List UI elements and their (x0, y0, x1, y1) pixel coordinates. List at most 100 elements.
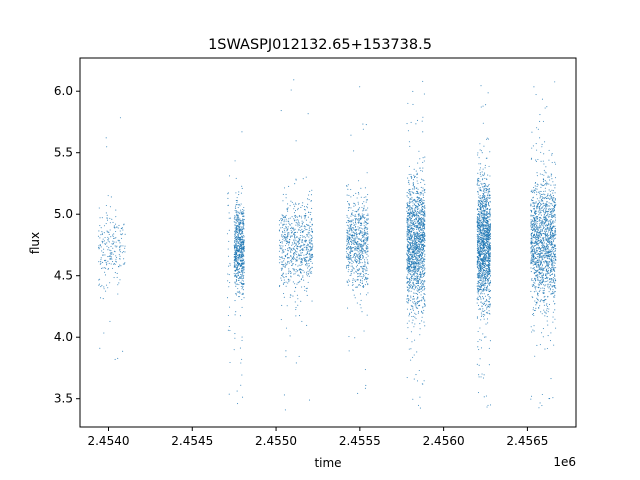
data-point (351, 213, 353, 215)
data-point (279, 258, 281, 261)
data-point (236, 283, 238, 285)
data-point (363, 214, 365, 216)
data-point (480, 251, 482, 253)
data-point (416, 250, 418, 252)
data-point (290, 230, 292, 232)
data-point (118, 282, 120, 284)
data-point (482, 272, 484, 274)
data-point (479, 204, 482, 207)
data-point (411, 249, 413, 251)
data-point (410, 194, 412, 196)
data-point (119, 258, 121, 260)
data-point (408, 226, 410, 229)
data-point (424, 303, 426, 305)
data-point (420, 242, 422, 244)
data-point (359, 222, 361, 224)
data-point (409, 238, 411, 240)
data-point (409, 230, 411, 232)
data-point (117, 239, 119, 241)
data-point (295, 214, 297, 216)
data-point (239, 205, 241, 207)
data-point (412, 250, 414, 253)
data-point (477, 293, 479, 295)
data-point (282, 245, 284, 247)
data-point (237, 288, 239, 290)
data-point (423, 286, 426, 288)
data-point (359, 285, 361, 287)
data-point (303, 279, 305, 281)
data-point (485, 312, 487, 314)
data-point (415, 313, 417, 315)
data-point (288, 262, 290, 264)
data-point (278, 256, 281, 258)
data-point (301, 261, 303, 264)
data-point (358, 220, 360, 222)
data-point (478, 240, 480, 242)
data-point (409, 258, 412, 260)
data-point (311, 255, 313, 257)
data-point (303, 225, 306, 227)
data-point (295, 258, 297, 260)
data-point (233, 256, 235, 258)
data-point (420, 210, 422, 213)
data-point (365, 234, 368, 236)
data-point (422, 197, 424, 199)
data-point (361, 223, 363, 225)
data-point (293, 257, 295, 259)
data-point (290, 89, 292, 91)
data-point (422, 273, 424, 275)
data-point (286, 262, 289, 264)
data-point (485, 300, 487, 302)
data-point (407, 280, 409, 282)
data-point (410, 234, 412, 236)
data-point (294, 283, 296, 285)
data-point (420, 246, 423, 248)
data-point (361, 282, 363, 284)
data-point (488, 251, 490, 253)
data-point (233, 349, 235, 351)
data-point (102, 267, 104, 269)
data-point (287, 228, 289, 230)
data-point (485, 323, 487, 325)
data-point (308, 259, 310, 261)
data-point (241, 236, 243, 238)
data-point (123, 224, 125, 226)
data-point (241, 185, 243, 187)
data-point (229, 217, 232, 219)
data-point (477, 154, 479, 156)
data-point (302, 241, 304, 243)
data-point (354, 224, 356, 226)
data-point (298, 255, 301, 257)
data-point (478, 258, 480, 260)
data-point (415, 257, 417, 259)
data-point (235, 258, 237, 260)
data-point (236, 249, 238, 251)
data-point (356, 264, 358, 266)
data-point (348, 207, 350, 209)
data-point (349, 253, 351, 255)
data-point (308, 266, 310, 268)
data-point (308, 264, 310, 266)
data-point (421, 207, 423, 209)
data-point (235, 266, 237, 268)
data-point (306, 273, 308, 275)
data-point (423, 220, 425, 222)
data-point (243, 206, 245, 209)
data-point (240, 209, 242, 211)
data-point (476, 246, 479, 248)
data-point (489, 340, 491, 342)
data-point (413, 228, 415, 230)
data-point (122, 245, 124, 247)
data-point (285, 356, 287, 358)
data-point (347, 227, 349, 229)
data-point (243, 272, 245, 274)
data-point (242, 221, 244, 224)
data-point (282, 257, 284, 260)
data-point (424, 267, 426, 269)
data-point (239, 236, 241, 238)
data-point (415, 266, 417, 268)
data-point (360, 273, 362, 275)
data-point (488, 188, 490, 190)
data-point (488, 238, 490, 240)
data-point (413, 209, 415, 211)
